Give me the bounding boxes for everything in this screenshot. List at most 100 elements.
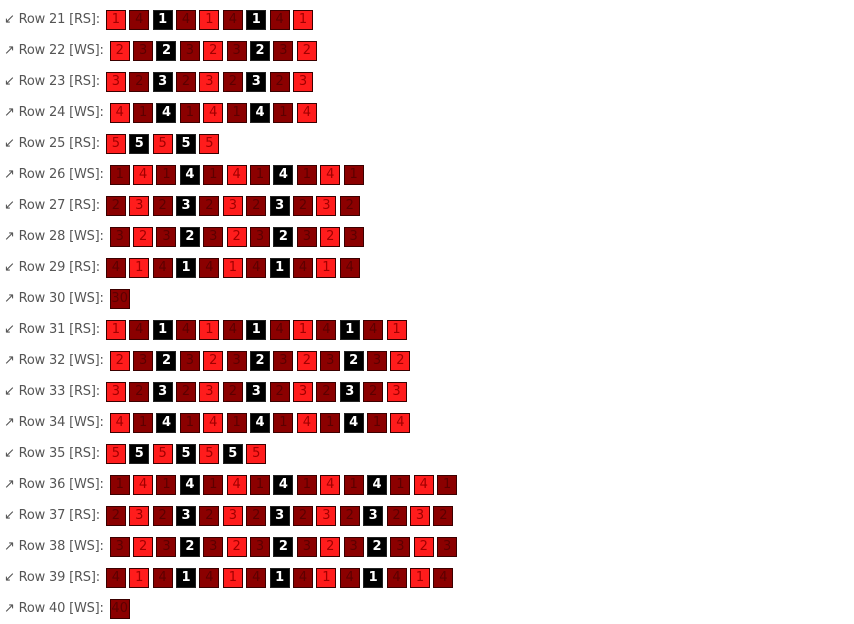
stitch-cell: 4 — [339, 257, 360, 278]
stitch-cell: 1 — [179, 102, 200, 123]
stitch-cell: 3 — [316, 195, 337, 216]
stitch-cell: 2 — [226, 536, 247, 557]
stitch-cell: 1 — [133, 102, 154, 123]
stitch-cell: 1 — [273, 412, 294, 433]
stitch-cell: 3 — [250, 536, 271, 557]
stitch-cell: 5 — [176, 443, 197, 464]
stitch-cell: 3 — [367, 350, 387, 371]
stitch-cell: 3 — [316, 505, 337, 526]
stitch-cell: 1 — [293, 9, 313, 30]
stitch-cell: 1 — [246, 319, 267, 340]
stitch-cell: 3 — [105, 381, 126, 402]
stitch-cell: 2 — [199, 505, 220, 526]
stitch-cell: 3 — [363, 505, 384, 526]
stitch-cell: 2 — [129, 381, 150, 402]
stitch-cell: 2 — [246, 505, 267, 526]
row-label: ↙ Row 31 [RS]: — [4, 322, 100, 337]
row-label: ↗ Row 38 [WS]: — [4, 539, 104, 554]
stitch-cell: 4 — [246, 567, 267, 588]
stitch-cell: 2 — [156, 350, 177, 371]
row-cells: 30 — [109, 288, 130, 309]
stitch-cell: 3 — [105, 71, 126, 92]
stitch-cell: 4 — [363, 319, 384, 340]
stitch-cell: 2 — [105, 195, 126, 216]
stitch-cell: 3 — [246, 71, 267, 92]
stitch-cell: 5 — [105, 133, 126, 154]
stitch-cell: 4 — [129, 9, 150, 30]
stitch-cell: 4 — [433, 567, 454, 588]
stitch-cell: 1 — [179, 412, 200, 433]
stitch-cell: 4 — [199, 257, 220, 278]
stitch-cell: 1 — [105, 9, 126, 30]
stitch-cell: 3 — [156, 536, 177, 557]
stitch-cell: 3 — [386, 381, 407, 402]
stitch-cell: 2 — [269, 71, 290, 92]
stitch-cell: 1 — [320, 412, 341, 433]
stitch-cell: 3 — [250, 226, 271, 247]
row-label: ↙ Row 25 [RS]: — [4, 136, 100, 151]
pattern-row: ↗ Row 26 [WS]: 1 4 1 4 1 4 1 4 1 4 1 — [4, 159, 854, 190]
stitch-cell: 2 — [390, 350, 411, 371]
stitch-cell: 5 — [246, 443, 267, 464]
stitch-cell: 1 — [156, 164, 177, 185]
stitch-cell: 1 — [296, 164, 317, 185]
stitch-cell: 5 — [199, 443, 220, 464]
stitch-cell: 1 — [246, 9, 267, 30]
pattern-row: ↙ Row 21 [RS]: 1 4 1 4 1 4 1 4 1 — [4, 4, 854, 35]
stitch-cell: 3 — [320, 350, 341, 371]
row-label: ↗ Row 40 [WS]: — [4, 601, 104, 616]
stitch-cell: 4 — [152, 257, 173, 278]
stitch-cell: 1 — [296, 474, 317, 495]
stitch-cell: 2 — [203, 350, 224, 371]
pattern-row: ↗ Row 28 [WS]: 3 2 3 2 3 2 3 2 3 2 3 — [4, 221, 854, 252]
stitch-cell: 1 — [363, 567, 384, 588]
stitch-cell: 2 — [133, 226, 154, 247]
stitch-cell: 4 — [269, 9, 290, 30]
row-cells: 40 — [109, 598, 130, 619]
stitch-cell: 2 — [296, 40, 317, 61]
stitch-cell: 4 — [293, 567, 313, 588]
pattern-row: ↙ Row 29 [RS]: 4 1 4 1 4 1 4 1 4 1 4 — [4, 252, 854, 283]
stitch-cell: 3 — [129, 505, 150, 526]
stitch-cell: 1 — [386, 319, 407, 340]
stitch-cell: 2 — [293, 505, 313, 526]
stitch-cell: 4 — [203, 102, 224, 123]
stitch-cell: 3 — [152, 71, 173, 92]
stitch-cell: 3 — [273, 350, 294, 371]
stitch-cell: 1 — [316, 567, 337, 588]
stitch-cell: 2 — [343, 350, 364, 371]
stitch-cell: 4 — [273, 474, 294, 495]
stitch-cell: 4 — [390, 412, 411, 433]
stitch-cell: 4 — [179, 164, 200, 185]
pattern-row: ↗ Row 32 [WS]: 2 3 2 3 2 3 2 3 2 3 2 3 2 — [4, 345, 854, 376]
stitch-cell: 4 — [156, 102, 177, 123]
stitch-cell: 1 — [199, 319, 220, 340]
stitch-cell: 3 — [203, 226, 224, 247]
stitch-cell: 2 — [316, 381, 337, 402]
stitch-cell: 1 — [343, 164, 364, 185]
stitch-cell: 2 — [176, 71, 197, 92]
row-label: ↗ Row 22 [WS]: — [4, 43, 104, 58]
stitch-cell: 3 — [437, 536, 458, 557]
stitch-cell: 4 — [109, 412, 130, 433]
pattern-row: ↙ Row 33 [RS]: 3 2 3 2 3 2 3 2 3 2 3 2 3 — [4, 376, 854, 407]
stitch-cell: 3 — [293, 71, 313, 92]
stitch-cell: 4 — [316, 319, 337, 340]
stitch-cell: 3 — [296, 226, 317, 247]
stitch-cell: 1 — [176, 567, 197, 588]
stitch-cell: 1 — [390, 474, 411, 495]
stitch-cell: 2 — [105, 505, 126, 526]
row-label: ↗ Row 32 [WS]: — [4, 353, 104, 368]
stitch-cell: 4 — [156, 412, 177, 433]
stitch-cell: 1 — [222, 567, 243, 588]
stitch-cell: 4 — [343, 412, 364, 433]
pattern-row: ↙ Row 39 [RS]: 4 1 4 1 4 1 4 1 4 1 4 1 4 1 4 — [4, 562, 854, 593]
